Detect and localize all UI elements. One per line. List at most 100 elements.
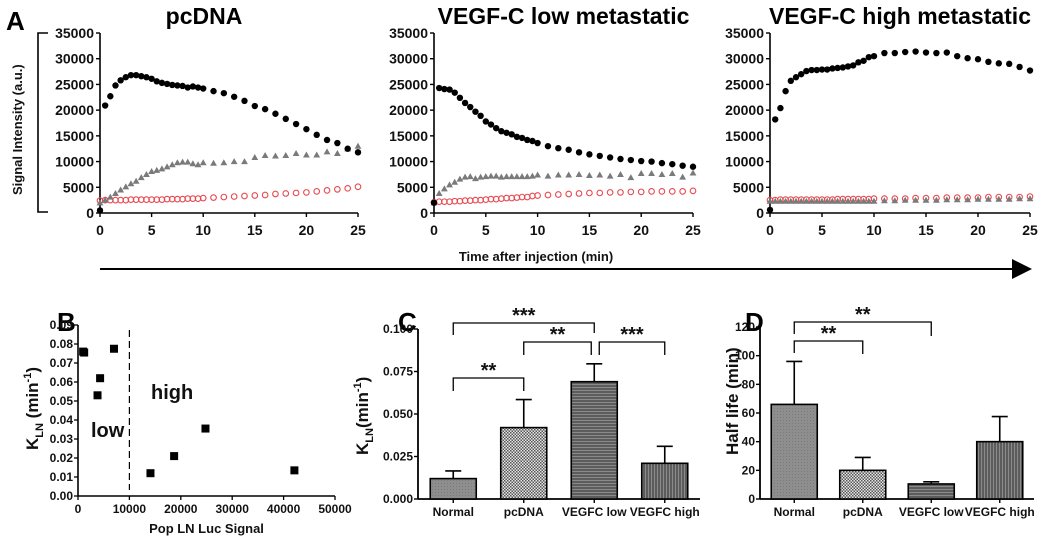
x-tick-label: 5: [482, 222, 490, 238]
data-point-filled-circle: [813, 66, 820, 74]
data-point-filled-circle: [782, 87, 789, 95]
data-point-triangle: [174, 159, 181, 166]
y-axis-label: KLN (min-1): [22, 367, 46, 450]
y-axis-label: KLN(min-1): [352, 377, 376, 455]
annotation-low: low: [91, 420, 125, 442]
panel-a-x-label: Time after injection (min): [459, 249, 613, 264]
data-point-open-circle: [606, 189, 614, 196]
data-point-filled-circle: [617, 155, 624, 163]
significance-label: ***: [512, 305, 536, 327]
x-tick-label: 50000: [318, 502, 352, 516]
significance-label: ***: [620, 324, 644, 346]
data-point-filled-circle: [282, 115, 289, 123]
y-tick-label: 25000: [389, 76, 428, 92]
data-point-open-circle: [565, 190, 573, 198]
panel-label-c: C: [398, 307, 417, 337]
data-point-filled-circle: [482, 118, 489, 125]
y-tick-label: 0: [748, 492, 755, 506]
data-point-triangle: [953, 196, 961, 203]
y-tick-label: 10000: [725, 154, 764, 170]
data-point-triangle: [617, 171, 624, 178]
bar-vegfc-low: [907, 483, 956, 500]
data-point-filled-circle: [435, 84, 443, 92]
data-point-triangle: [143, 171, 150, 178]
data-point-open-circle: [292, 189, 300, 197]
data-point-filled-circle: [606, 154, 614, 161]
data-point-triangle: [466, 173, 474, 180]
data-point-triangle: [194, 161, 202, 168]
data-point-filled-circle: [638, 157, 645, 165]
y-tick-label: 0.00: [50, 489, 74, 503]
data-point-triangle: [777, 197, 784, 204]
data-point-filled-circle: [241, 97, 248, 105]
data-point-filled-circle: [1026, 67, 1034, 74]
data-point-triangle: [272, 152, 279, 159]
data-point-triangle: [668, 170, 676, 176]
data-point-triangle: [529, 172, 536, 179]
data-point-filled-circle: [565, 146, 572, 153]
data-point-triangle: [292, 149, 300, 156]
data-point-filled-circle: [912, 48, 919, 55]
data-point-filled-circle: [456, 94, 464, 102]
data-point-triangle: [435, 190, 443, 197]
chart-kln-bars: 0.000 0.025 0.050 0.075 0.100 Normal pcDNA VEGF…: [352, 305, 700, 519]
data-point-filled-circle: [943, 49, 950, 56]
y-tick-label: 10000: [389, 154, 428, 170]
data-point-filled-circle: [818, 66, 826, 73]
data-point-triangle: [101, 196, 109, 203]
data-point-triangle: [313, 151, 321, 158]
data-point-filled-circle: [112, 82, 119, 89]
data-point-triangle: [220, 159, 228, 166]
data-point-triangle: [323, 148, 331, 155]
x-tick-label: Normal: [433, 505, 474, 519]
y-tick-label: 25000: [55, 76, 94, 92]
data-point-open-circle: [354, 183, 362, 191]
data-point-triangle: [446, 181, 453, 188]
data-point-filled-circle: [430, 199, 438, 206]
y-tick-label: 0.06: [50, 375, 74, 389]
data-point-open-circle: [241, 192, 248, 200]
data-point-square: [80, 348, 89, 357]
data-point-triangle: [891, 197, 899, 204]
data-point-triangle: [241, 158, 248, 165]
chart-title: VEGF-C high metastatic: [769, 3, 1031, 29]
data-point-triangle: [199, 159, 207, 166]
data-point-open-circle: [637, 188, 645, 196]
data-point-filled-circle: [96, 207, 104, 214]
data-point-filled-circle: [555, 145, 562, 152]
data-point-triangle: [163, 163, 171, 170]
data-point-open-circle: [648, 188, 655, 195]
data-point-filled-circle: [313, 131, 320, 139]
data-point-filled-circle: [132, 71, 140, 79]
data-point-filled-circle: [446, 86, 453, 93]
data-point-filled-circle: [689, 163, 697, 170]
data-point-triangle: [860, 197, 867, 204]
panel-label-b: B: [57, 307, 76, 337]
y-label-main: K: [23, 437, 42, 450]
data-point-triangle: [813, 197, 821, 204]
data-point-filled-circle: [787, 77, 794, 85]
bar-pcdna: [838, 469, 887, 500]
data-point-filled-circle: [798, 70, 805, 78]
data-point-triangle: [792, 197, 800, 204]
data-point-square: [146, 469, 155, 478]
data-point-open-circle: [230, 193, 238, 200]
y-tick-label: 0.05: [50, 394, 74, 408]
x-tick-label: 20: [299, 222, 315, 238]
data-point-triangle: [503, 173, 510, 180]
y-label-unit: (min: [23, 382, 42, 423]
y-tick-label: 20000: [55, 102, 94, 118]
data-point-filled-circle: [467, 103, 474, 111]
x-tick-label: 10: [530, 222, 546, 238]
data-point-filled-circle: [870, 52, 878, 60]
data-point-filled-circle: [200, 85, 207, 92]
data-point-square: [290, 466, 299, 475]
y-tick-label: 0.07: [50, 356, 74, 370]
data-point-triangle: [354, 142, 362, 149]
y-tick-label: 0.01: [50, 470, 74, 484]
y-tick-label: 0: [86, 205, 94, 221]
data-point-triangle: [844, 197, 852, 204]
data-point-filled-circle: [513, 133, 521, 141]
data-point-filled-circle: [261, 105, 269, 113]
data-point-filled-circle: [803, 67, 810, 75]
